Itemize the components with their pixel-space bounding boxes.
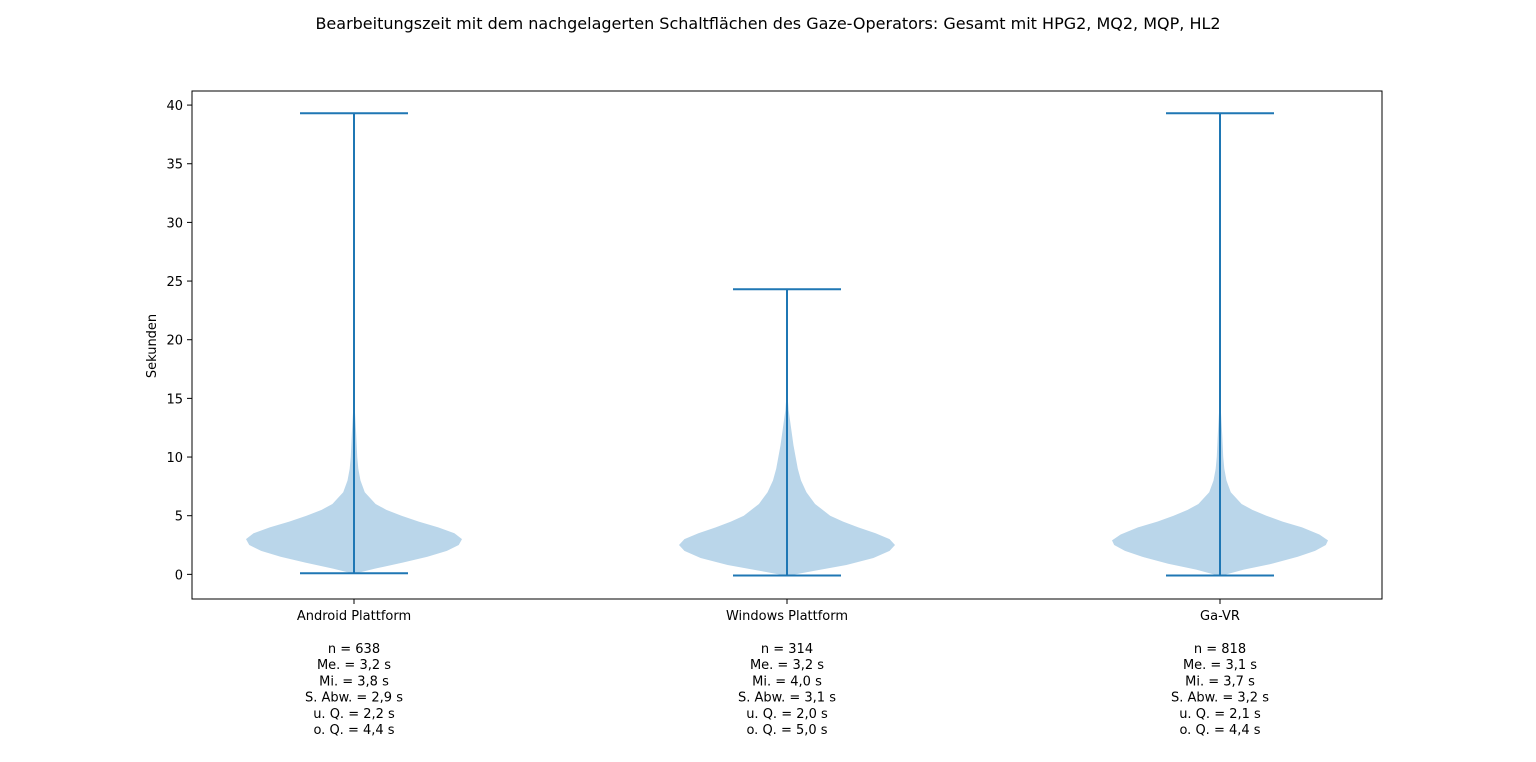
stat-line: S. Abw. = 3,1 s (738, 691, 836, 706)
stat-line: u. Q. = 2,2 s (313, 707, 395, 722)
stat-line: Me. = 3,2 s (317, 658, 391, 673)
y-tick-label: 40 (166, 99, 183, 114)
stat-line: n = 638 (328, 642, 380, 657)
y-tick-label: 25 (166, 275, 183, 290)
x-category-label: Windows Plattform (726, 609, 848, 624)
stat-line: S. Abw. = 3,2 s (1171, 691, 1269, 706)
y-tick-label: 30 (166, 216, 183, 231)
chart-title: Bearbeitungszeit mit dem nachgelagerten … (315, 14, 1220, 33)
stat-line: n = 818 (1194, 642, 1246, 657)
stat-line: n = 314 (761, 642, 813, 657)
stat-line: u. Q. = 2,1 s (1179, 707, 1261, 722)
stat-line: o. Q. = 4,4 s (313, 723, 394, 738)
stat-line: o. Q. = 5,0 s (746, 723, 827, 738)
stat-line: Mi. = 3,7 s (1185, 674, 1255, 689)
y-tick-label: 0 (175, 568, 183, 583)
y-tick-label: 5 (175, 510, 183, 525)
stat-line: Mi. = 4,0 s (752, 674, 822, 689)
stat-line: Mi. = 3,8 s (319, 674, 389, 689)
stat-line: o. Q. = 4,4 s (1179, 723, 1260, 738)
x-category-label: Android Plattform (297, 609, 411, 624)
stat-line: u. Q. = 2,0 s (746, 707, 828, 722)
y-tick-label: 10 (166, 451, 183, 466)
y-tick-label: 20 (166, 334, 183, 349)
plot-area: 0 5 10 15 20 25 30 35 40 Android Plattform n = 638… (166, 90, 1383, 738)
x-category-label: Ga-VR (1200, 609, 1240, 624)
y-axis-label: Sekunden (145, 314, 160, 378)
y-tick-label: 35 (166, 158, 183, 173)
stat-line: S. Abw. = 2,9 s (305, 691, 403, 706)
stat-line: Me. = 3,2 s (750, 658, 824, 673)
y-tick-label: 15 (166, 392, 183, 407)
stat-line: Me. = 3,1 s (1183, 658, 1257, 673)
